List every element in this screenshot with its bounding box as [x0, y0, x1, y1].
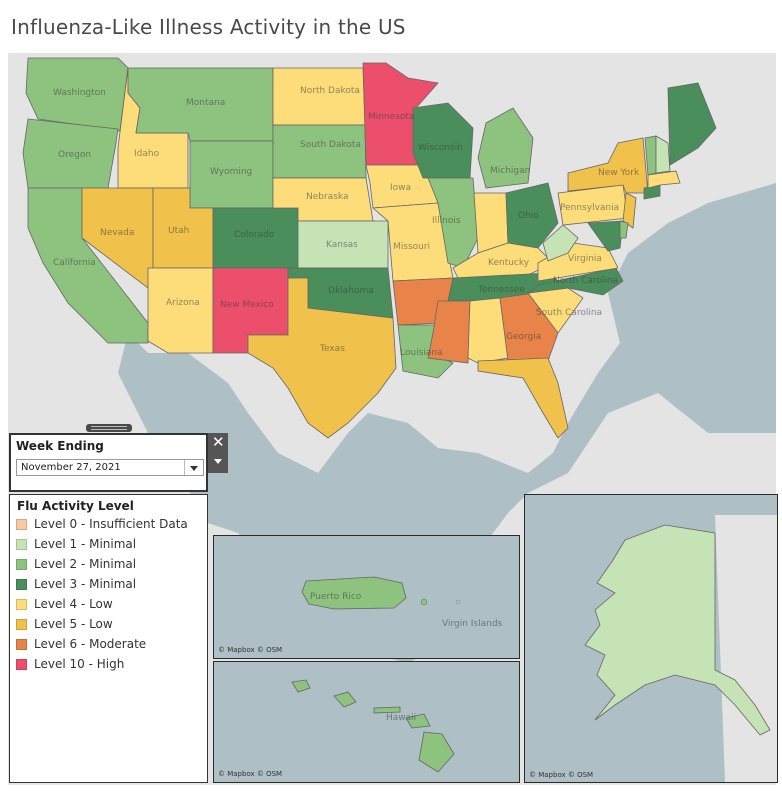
- label-colorado: Colorado: [234, 230, 275, 240]
- state-puerto-rico[interactable]: [301, 576, 407, 610]
- label-louisiana: Louisiana: [400, 348, 443, 358]
- state-west-virginia[interactable]: [542, 224, 579, 262]
- legend-swatch: [16, 579, 27, 590]
- state-indiana[interactable]: [473, 192, 509, 254]
- attribution: © Mapbox © OSM: [218, 646, 283, 654]
- legend-label: Level 3 - Minimal: [34, 577, 137, 591]
- label-wisconsin: Wisconsin: [418, 143, 463, 153]
- state-hawaii-maui[interactable]: [405, 713, 431, 729]
- legend-label: Level 5 - Low: [34, 617, 113, 631]
- state-hawaii-kauai[interactable]: [291, 679, 311, 693]
- page-title: Influenza-Like Illness Activity in the U…: [11, 15, 406, 39]
- state-hawaii-big-island[interactable]: [418, 731, 455, 773]
- state-florida[interactable]: [477, 357, 569, 439]
- legend-swatch: [16, 639, 27, 650]
- state-alaska[interactable]: [584, 524, 771, 736]
- filter-label: Week Ending: [16, 439, 104, 453]
- label-minnesota: Minnesota: [368, 112, 414, 122]
- label-south-carolina: South Carolina: [536, 308, 602, 318]
- close-icon[interactable]: ✕: [212, 433, 225, 451]
- legend-label: Level 4 - Low: [34, 597, 113, 611]
- label-michigan: Michigan: [490, 166, 530, 176]
- legend-label: Level 2 - Minimal: [34, 557, 137, 571]
- state-maryland[interactable]: [587, 220, 624, 252]
- legend-swatch: [16, 539, 27, 550]
- chevron-down-icon[interactable]: [184, 460, 203, 475]
- label-north-dakota: North Dakota: [300, 86, 360, 96]
- label-oklahoma: Oklahoma: [328, 286, 374, 296]
- state-maine[interactable]: [667, 82, 717, 166]
- label-montana: Montana: [186, 98, 225, 108]
- label-new-mexico: New Mexico: [220, 300, 274, 310]
- label-virginia: Virginia: [568, 254, 602, 264]
- legend-swatch: [16, 599, 27, 610]
- week-ending-dropdown[interactable]: November 27, 2021: [16, 459, 204, 476]
- legend-swatch: [16, 559, 27, 570]
- label-nebraska: Nebraska: [306, 192, 348, 202]
- legend-swatch: [16, 519, 27, 530]
- label-oregon: Oregon: [58, 150, 91, 160]
- label-georgia: Georgia: [506, 332, 541, 342]
- state-north-dakota[interactable]: [272, 67, 366, 126]
- state-massachusetts[interactable]: [647, 170, 681, 189]
- label-ohio: Ohio: [518, 211, 539, 221]
- label-nevada: Nevada: [100, 228, 134, 238]
- legend-label: Level 6 - Moderate: [34, 637, 147, 651]
- label-kentucky: Kentucky: [488, 258, 530, 268]
- label-utah: Utah: [168, 226, 189, 236]
- island-st-thomas: [455, 599, 461, 605]
- state-michigan[interactable]: [477, 107, 534, 189]
- dropdown-value: November 27, 2021: [21, 462, 121, 473]
- state-new-hampshire[interactable]: [655, 135, 671, 174]
- legend-swatch: [16, 619, 27, 630]
- inset-puerto-rico[interactable]: Puerto Rico Virgin Islands © Mapbox © OS…: [213, 535, 520, 659]
- label-virgin-islands: Virgin Islands: [442, 619, 503, 629]
- label-tennessee: Tennessee: [477, 285, 525, 295]
- label-puerto-rico: Puerto Rico: [310, 592, 362, 602]
- label-arizona: Arizona: [166, 298, 200, 308]
- state-texas[interactable]: [247, 277, 397, 439]
- label-idaho: Idaho: [134, 149, 160, 159]
- land-canada: [715, 515, 777, 782]
- inset-alaska[interactable]: © Mapbox © OSM: [524, 494, 778, 783]
- label-south-dakota: South Dakota: [300, 140, 361, 150]
- label-illinois: Illinois: [432, 216, 461, 226]
- legend-label: Level 0 - Insufficient Data: [34, 517, 188, 531]
- state-hawaii-molokai[interactable]: [373, 706, 401, 714]
- state-arizona[interactable]: [147, 267, 214, 354]
- state-hawaii-oahu[interactable]: [333, 691, 357, 708]
- attribution: © Mapbox © OSM: [529, 771, 594, 779]
- label-kansas: Kansas: [326, 240, 358, 250]
- filter-panel-controls[interactable]: ✕: [208, 433, 228, 473]
- chevron-down-icon[interactable]: [214, 459, 222, 464]
- legend-label: Level 1 - Minimal: [34, 537, 137, 551]
- label-missouri: Missouri: [393, 242, 430, 252]
- state-new-jersey[interactable]: [622, 192, 637, 229]
- label-pennsylvania: Pennsylvania: [560, 203, 619, 213]
- attribution: © Mapbox © OSM: [218, 770, 283, 778]
- label-north-carolina: North Carolina: [553, 276, 618, 286]
- week-ending-filter: Week Ending November 27, 2021: [9, 433, 208, 492]
- state-mississippi[interactable]: [427, 300, 471, 364]
- label-california: California: [53, 258, 96, 268]
- state-delaware[interactable]: [619, 220, 629, 239]
- label-hawaii: Hawaii: [386, 713, 416, 723]
- legend-label: Level 10 - High: [34, 657, 125, 671]
- inset-hawaii[interactable]: Hawaii © Mapbox © OSM: [213, 661, 520, 783]
- state-south-dakota[interactable]: [272, 124, 367, 179]
- label-texas: Texas: [319, 344, 345, 354]
- island-culebra: [420, 598, 428, 606]
- legend-title: Flu Activity Level: [17, 499, 134, 513]
- label-wyoming: Wyoming: [210, 167, 252, 177]
- legend: Flu Activity Level Level 0 - Insufficien…: [9, 494, 208, 783]
- label-iowa: Iowa: [390, 183, 411, 193]
- label-washington: Washington: [53, 88, 106, 98]
- state-ohio[interactable]: [505, 182, 559, 249]
- legend-swatch: [16, 659, 27, 670]
- label-new-york: New York: [598, 168, 640, 178]
- panel-drag-handle[interactable]: [86, 424, 132, 432]
